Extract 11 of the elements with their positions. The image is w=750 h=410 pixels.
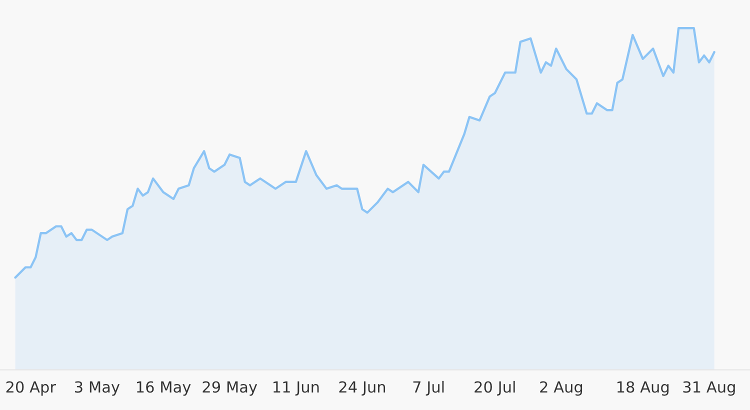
x-tick-label: 16 May xyxy=(137,381,191,396)
x-tick-label: 24 Jun xyxy=(339,381,386,396)
x-tick-label: 7 Jul xyxy=(413,380,444,396)
x-tick-label: 29 May xyxy=(202,381,258,396)
x-tick-label: 2 Aug xyxy=(540,381,582,396)
x-tick-label: 18 Aug xyxy=(617,381,669,396)
x-tick-label: 3 May xyxy=(75,381,120,396)
x-tick-label: 11 Jun xyxy=(274,381,319,396)
x-tick-label: 20 Jul xyxy=(474,380,515,396)
x-tick-label: 31 Aug xyxy=(683,381,735,396)
x-tick-label: 20 Apr xyxy=(6,381,56,396)
